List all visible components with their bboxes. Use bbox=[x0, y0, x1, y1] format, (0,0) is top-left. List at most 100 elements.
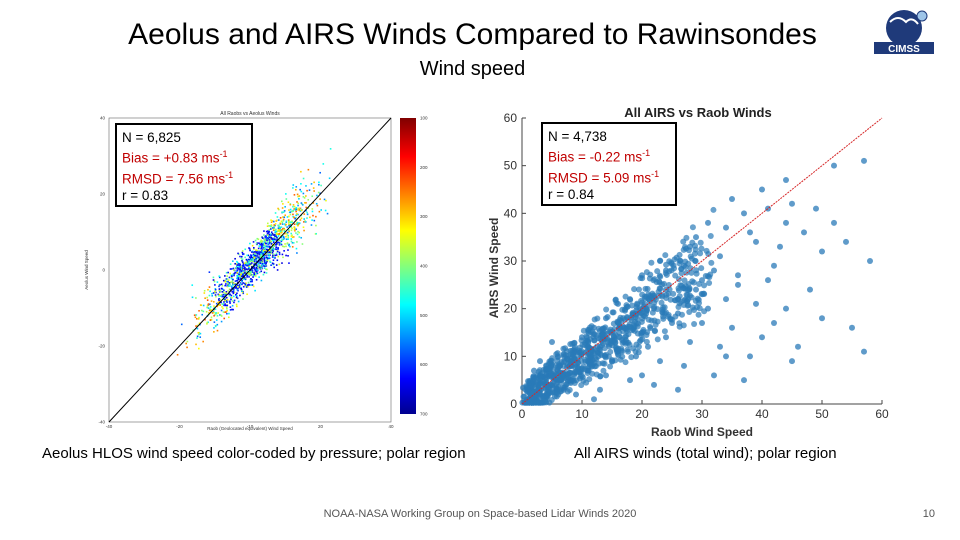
aeolus-point bbox=[324, 209, 327, 212]
aeolus-point bbox=[251, 257, 253, 260]
aeolus-point bbox=[291, 236, 294, 239]
airs-point bbox=[687, 243, 693, 250]
aeolus-point bbox=[265, 248, 268, 251]
aeolus-x-axis-label: Raob (Geolocated equivalent) Wind Speed bbox=[207, 426, 293, 431]
aeolus-point bbox=[251, 269, 254, 272]
aeolus-point bbox=[312, 214, 314, 217]
aeolus-point bbox=[243, 282, 246, 285]
aeolus-point bbox=[268, 225, 270, 227]
airs-point bbox=[691, 307, 698, 314]
aeolus-y-tick-label: -40 bbox=[98, 420, 105, 425]
aeolus-point bbox=[268, 242, 270, 245]
airs-point bbox=[849, 324, 855, 331]
aeolus-point bbox=[228, 288, 231, 291]
aeolus-point bbox=[280, 242, 282, 245]
aeolus-point bbox=[276, 243, 279, 245]
aeolus-point bbox=[253, 256, 255, 259]
aeolus-point bbox=[231, 300, 234, 302]
aeolus-point bbox=[206, 296, 208, 299]
aeolus-point bbox=[198, 309, 200, 312]
airs-point bbox=[695, 311, 702, 318]
aeolus-point bbox=[192, 329, 195, 332]
airs-y-tick-label: 60 bbox=[504, 111, 518, 125]
aeolus-point bbox=[246, 274, 249, 277]
aeolus-point bbox=[295, 247, 298, 250]
airs-point bbox=[681, 262, 687, 269]
aeolus-y-tick-label: 40 bbox=[100, 116, 106, 121]
aeolus-point bbox=[264, 239, 267, 242]
aeolus-point bbox=[308, 189, 311, 191]
aeolus-point bbox=[239, 282, 242, 284]
aeolus-point bbox=[232, 284, 234, 286]
airs-point bbox=[783, 176, 789, 183]
aeolus-point bbox=[272, 237, 274, 240]
airs-point bbox=[627, 377, 633, 384]
logo-text: CIMSS bbox=[888, 44, 920, 55]
aeolus-point bbox=[274, 235, 276, 238]
airs-point bbox=[567, 351, 574, 358]
airs-point bbox=[634, 300, 641, 307]
aeolus-point bbox=[247, 254, 250, 257]
aeolus-point bbox=[186, 340, 189, 343]
aeolus-point bbox=[208, 294, 211, 297]
aeolus-point bbox=[206, 299, 209, 301]
aeolus-point bbox=[281, 245, 284, 248]
aeolus-point bbox=[241, 272, 243, 275]
aeolus-point bbox=[311, 219, 313, 221]
airs-point bbox=[639, 329, 645, 336]
aeolus-point bbox=[296, 221, 298, 224]
airs-point bbox=[711, 372, 717, 379]
airs-point bbox=[657, 358, 663, 365]
aeolus-point bbox=[274, 212, 277, 214]
airs-point bbox=[688, 269, 695, 276]
aeolus-point bbox=[245, 282, 247, 285]
aeolus-point bbox=[275, 230, 278, 233]
aeolus-point bbox=[195, 343, 197, 346]
airs-point bbox=[651, 381, 657, 388]
aeolus-point bbox=[290, 240, 293, 243]
aeolus-point bbox=[209, 319, 212, 321]
aeolus-point bbox=[234, 280, 237, 282]
airs-point bbox=[640, 312, 647, 319]
aeolus-point bbox=[268, 232, 270, 234]
aeolus-point bbox=[232, 308, 234, 311]
aeolus-point bbox=[282, 238, 285, 240]
airs-point bbox=[603, 372, 609, 379]
airs-point bbox=[672, 272, 679, 279]
aeolus-point bbox=[228, 276, 231, 279]
aeolus-point bbox=[329, 148, 332, 150]
aeolus-point bbox=[279, 217, 282, 219]
aeolus-point bbox=[292, 187, 294, 189]
aeolus-point bbox=[209, 306, 212, 308]
airs-point bbox=[697, 239, 704, 246]
aeolus-point bbox=[234, 271, 237, 274]
aeolus-point bbox=[198, 316, 200, 319]
aeolus-point bbox=[220, 315, 223, 317]
aeolus-point bbox=[219, 295, 222, 297]
aeolus-point bbox=[242, 253, 244, 256]
aeolus-point bbox=[263, 240, 266, 243]
aeolus-point bbox=[241, 265, 244, 267]
aeolus-point bbox=[223, 317, 226, 320]
aeolus-point bbox=[238, 264, 240, 267]
aeolus-point bbox=[296, 252, 298, 254]
aeolus-point bbox=[271, 238, 273, 240]
aeolus-point bbox=[240, 275, 242, 277]
aeolus-point bbox=[235, 263, 238, 265]
aeolus-point bbox=[274, 234, 276, 236]
aeolus-point bbox=[222, 311, 225, 313]
airs-x-tick-label: 40 bbox=[755, 407, 769, 421]
aeolus-point bbox=[284, 243, 286, 245]
aeolus-point bbox=[246, 254, 248, 257]
aeolus-one-to-one-line bbox=[108, 117, 392, 423]
aeolus-point bbox=[264, 242, 266, 245]
aeolus-point bbox=[236, 261, 239, 264]
aeolus-point bbox=[279, 229, 281, 231]
aeolus-point bbox=[272, 263, 275, 265]
aeolus-point bbox=[306, 217, 308, 219]
aeolus-point bbox=[265, 254, 267, 256]
aeolus-point bbox=[283, 230, 286, 232]
aeolus-point bbox=[297, 202, 299, 205]
aeolus-point bbox=[238, 266, 240, 268]
aeolus-point bbox=[261, 246, 263, 249]
